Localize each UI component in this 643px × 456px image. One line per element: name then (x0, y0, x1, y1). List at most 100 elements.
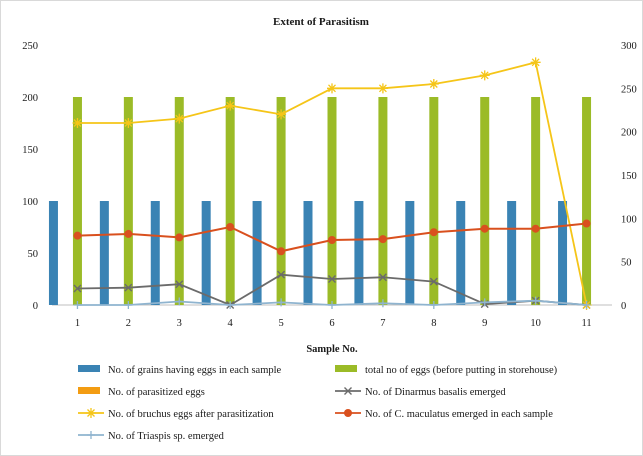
legend-label: No. of grains having eggs in each sample (108, 365, 282, 376)
legend-label: total no of eggs (before putting in stor… (365, 365, 558, 376)
bar (123, 97, 133, 305)
data-point (277, 247, 286, 256)
data-point (174, 113, 185, 124)
x-tick-label: 7 (380, 318, 385, 329)
x-tick-label: 9 (482, 318, 487, 329)
data-point (530, 57, 541, 68)
data-point (123, 118, 134, 128)
data-point (582, 301, 591, 309)
bar (480, 97, 490, 305)
data-point (124, 283, 133, 292)
data-point (277, 298, 286, 307)
data-point (226, 301, 235, 309)
legend: No. of grains having eggs in each sample… (78, 365, 558, 442)
data-point (276, 109, 287, 120)
y-left-tick-label: 100 (22, 197, 38, 208)
bar (582, 97, 592, 305)
bar (531, 97, 541, 305)
y-left-tick-label: 250 (22, 41, 38, 52)
x-tick-label: 2 (126, 318, 131, 329)
legend-label: No. of bruchus eggs after parasitization (108, 409, 274, 420)
y-left-tick-label: 0 (33, 301, 38, 312)
legend-label: No. of Dinarmus basalis emerged (365, 387, 506, 398)
x-tick-label: 6 (329, 318, 334, 329)
data-point (225, 100, 236, 111)
x-tick-label: 11 (581, 318, 591, 329)
data-point (480, 298, 489, 307)
x-tick-label: 3 (177, 318, 182, 329)
bars (48, 97, 592, 305)
bar (252, 201, 262, 305)
bar (150, 201, 160, 305)
x-tick-label: 8 (431, 318, 436, 329)
legend-label: No. of Triaspis sp. emerged (108, 431, 225, 442)
x-tick-label: 4 (228, 318, 234, 329)
data-point (429, 301, 438, 309)
data-point (429, 228, 438, 237)
data-point (175, 297, 184, 306)
y-right-tick-label: 200 (621, 128, 637, 139)
y-right-tick-label: 100 (621, 214, 637, 225)
x-tick-label: 1 (75, 318, 80, 329)
y-right-tick-label: 300 (621, 41, 637, 52)
y-right-tick-label: 0 (621, 301, 626, 312)
x-tick-label: 10 (530, 318, 541, 329)
data-point (429, 277, 438, 286)
bar (405, 201, 415, 305)
data-point (328, 275, 336, 283)
data-point (73, 231, 82, 240)
data-point (344, 387, 352, 395)
legend-swatch (78, 365, 100, 372)
data-point (378, 299, 387, 308)
y-right-tick-label: 250 (621, 84, 637, 95)
bar (354, 201, 364, 305)
bar (225, 97, 235, 305)
axes: 0 50 100 150 200 250 0 50 100 150 200 250 300 1 2 3 4 5 6 7… (22, 41, 637, 329)
lines (72, 57, 592, 310)
y-left-tick-label: 50 (28, 249, 39, 260)
data-point (124, 301, 133, 309)
data-point (277, 270, 286, 279)
bar (303, 201, 313, 305)
legend-label: No. of C. maculatus emerged in each samp… (365, 409, 553, 420)
bar (72, 97, 82, 305)
y-left-tick-label: 150 (22, 145, 38, 156)
bar (48, 201, 58, 305)
bar (378, 97, 388, 305)
data-point (175, 280, 184, 289)
y-right-tick-label: 150 (621, 171, 637, 182)
y-left-tick-label: 200 (22, 93, 38, 104)
chart-title: Extent of Parasitism (273, 16, 369, 28)
data-point (86, 408, 96, 418)
bar (429, 97, 439, 305)
bar (99, 201, 109, 305)
y-right-tick-label: 50 (621, 258, 632, 269)
legend-swatch (335, 365, 357, 372)
data-point (73, 284, 82, 293)
bar (558, 201, 568, 305)
data-point (73, 301, 82, 309)
data-point (328, 236, 336, 244)
legend-swatch (78, 387, 100, 394)
data-point (226, 223, 235, 231)
bar (327, 97, 337, 305)
data-point (124, 229, 133, 238)
data-point (175, 233, 184, 242)
data-point (378, 273, 387, 282)
bar (456, 201, 466, 305)
x-axis-label: Sample No. (306, 344, 358, 355)
data-point (377, 83, 388, 94)
data-point (344, 409, 352, 417)
data-point (72, 118, 83, 128)
data-point (531, 296, 540, 305)
data-point (531, 224, 540, 233)
bar (276, 97, 286, 305)
legend-label: No. of parasitized eggs (108, 387, 205, 398)
bar (507, 201, 517, 305)
data-point (480, 224, 489, 233)
data-point (87, 431, 95, 439)
data-point (428, 79, 439, 89)
data-point (327, 83, 337, 94)
data-point (328, 301, 336, 309)
